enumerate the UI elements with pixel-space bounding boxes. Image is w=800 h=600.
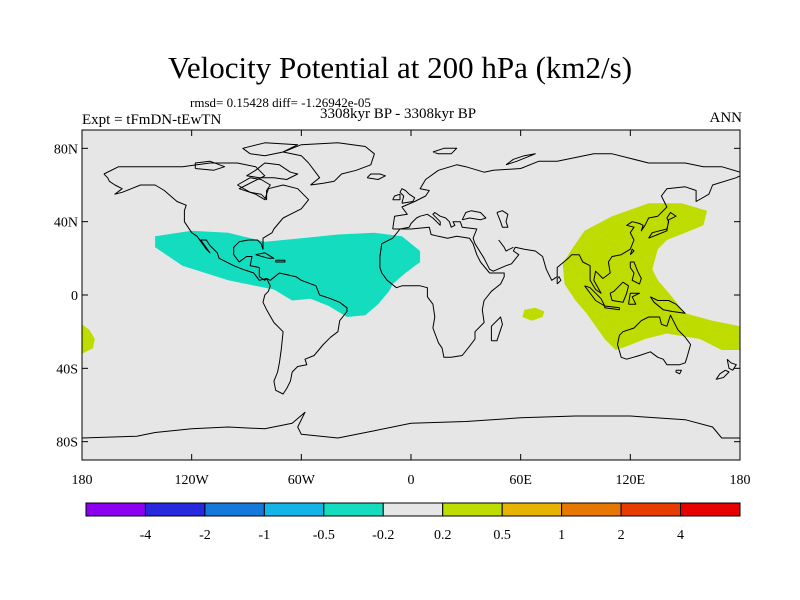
colorbar-swatch	[561, 502, 622, 517]
coastline-new-guinea	[649, 296, 686, 314]
y-tick-label: 80N	[54, 142, 78, 157]
colorbar-swatch	[323, 502, 384, 517]
coastline-tasmania	[675, 369, 682, 375]
x-tick-label: 180	[730, 473, 751, 488]
colorbar-label: -4	[140, 528, 152, 543]
axis-ticks: 180 120W 60W 0 60E 120E 180 80N 40N 0 40S 80S	[54, 130, 751, 488]
coastline-hispaniola	[275, 259, 286, 263]
x-tick-label: 60E	[509, 473, 532, 488]
coastline-nz-south	[715, 369, 730, 380]
season-label: ANN	[709, 110, 743, 126]
colorbar-label: 0.5	[493, 528, 511, 543]
coastline-japan	[648, 212, 677, 239]
coastline-borneo	[609, 281, 629, 303]
y-tick-label: 80S	[56, 436, 78, 451]
anomaly-region-4	[82, 324, 95, 354]
coastline-philippines	[629, 261, 642, 285]
colorbar-swatch	[263, 502, 325, 517]
coastline-antarctica	[82, 411, 740, 439]
coastline-sri-lanka	[556, 276, 562, 285]
stats-line: rmsd= 0.15428 diff= -1.26942e-05	[190, 95, 371, 110]
x-tick-label: 180	[72, 473, 93, 488]
coastline-black-sea	[461, 210, 487, 221]
coastline-sumatra	[584, 285, 606, 307]
colorbar-label: -1	[259, 528, 271, 543]
coastline-madagascar	[490, 316, 503, 342]
coastline-caspian	[496, 210, 509, 228]
coastline-north-america	[103, 162, 310, 281]
coastline-victoria-island	[194, 160, 226, 171]
y-tick-label: 40N	[54, 216, 78, 231]
colorbar-swatch	[680, 502, 741, 517]
anomaly-region-3	[522, 307, 545, 321]
colorbar-swatch	[501, 502, 563, 517]
x-tick-label: 120E	[616, 473, 646, 488]
coastline-ireland	[392, 193, 401, 201]
coastline-taiwan	[629, 248, 635, 256]
colorbar-swatch	[144, 502, 206, 517]
colorbar-label: -2	[199, 528, 211, 543]
colorbar-label: -0.2	[372, 528, 394, 543]
coastline-arabian-gulf	[498, 239, 514, 252]
anomaly-regions	[82, 203, 740, 354]
coastline-greenland	[282, 142, 375, 186]
x-tick-label: 0	[408, 473, 415, 488]
colorbar-swatch	[204, 502, 265, 517]
colorbar-label: -0.5	[313, 528, 335, 543]
coastlines	[82, 142, 740, 439]
coastline-baffin	[246, 162, 299, 180]
coastline-novaya-zemlya	[505, 153, 536, 166]
anomaly-region-2	[562, 203, 740, 350]
coastline-africa	[379, 226, 505, 358]
experiment-label: Expt = tFmDN-tEwTN	[82, 112, 222, 128]
coastline-svalbard	[432, 147, 458, 155]
colorbar-swatch	[85, 502, 146, 517]
coastline-australia	[617, 314, 692, 366]
y-tick-label: 40S	[56, 362, 78, 377]
x-tick-label: 120W	[175, 473, 210, 488]
coastline-eurasia	[392, 153, 740, 294]
coastline-britain	[399, 188, 416, 204]
colorbar-label: 2	[618, 528, 625, 543]
y-tick-label: 0	[71, 289, 78, 304]
colorbar-swatch	[442, 502, 503, 517]
colorbar-label: 1	[558, 528, 565, 543]
coastline-cuba	[255, 252, 275, 259]
colorbar-swatch	[382, 502, 444, 517]
colorbar-label: 4	[677, 528, 684, 543]
coastline-hudson-bay	[237, 177, 271, 201]
period-label: 3308kyr BP - 3308kyr BP	[320, 106, 477, 122]
coastline-ellesmere	[242, 142, 299, 157]
coastline-nz-north	[726, 358, 737, 371]
x-tick-label: 60W	[288, 473, 316, 488]
coastline-iceland	[366, 173, 386, 180]
chart-title: Velocity Potential at 200 hPa (km2/s)	[167, 50, 633, 85]
coastline-java	[604, 305, 620, 311]
colorbar: -4 -2 -1 -0.5 -0.2 0.2 0.5 1 2 4	[85, 502, 741, 543]
coastline-south-america	[262, 272, 348, 395]
coastline-sulawesi	[628, 292, 640, 305]
colorbar-label: 0.2	[434, 528, 452, 543]
colorbar-swatch	[620, 502, 682, 517]
anomaly-region-1	[155, 230, 421, 317]
